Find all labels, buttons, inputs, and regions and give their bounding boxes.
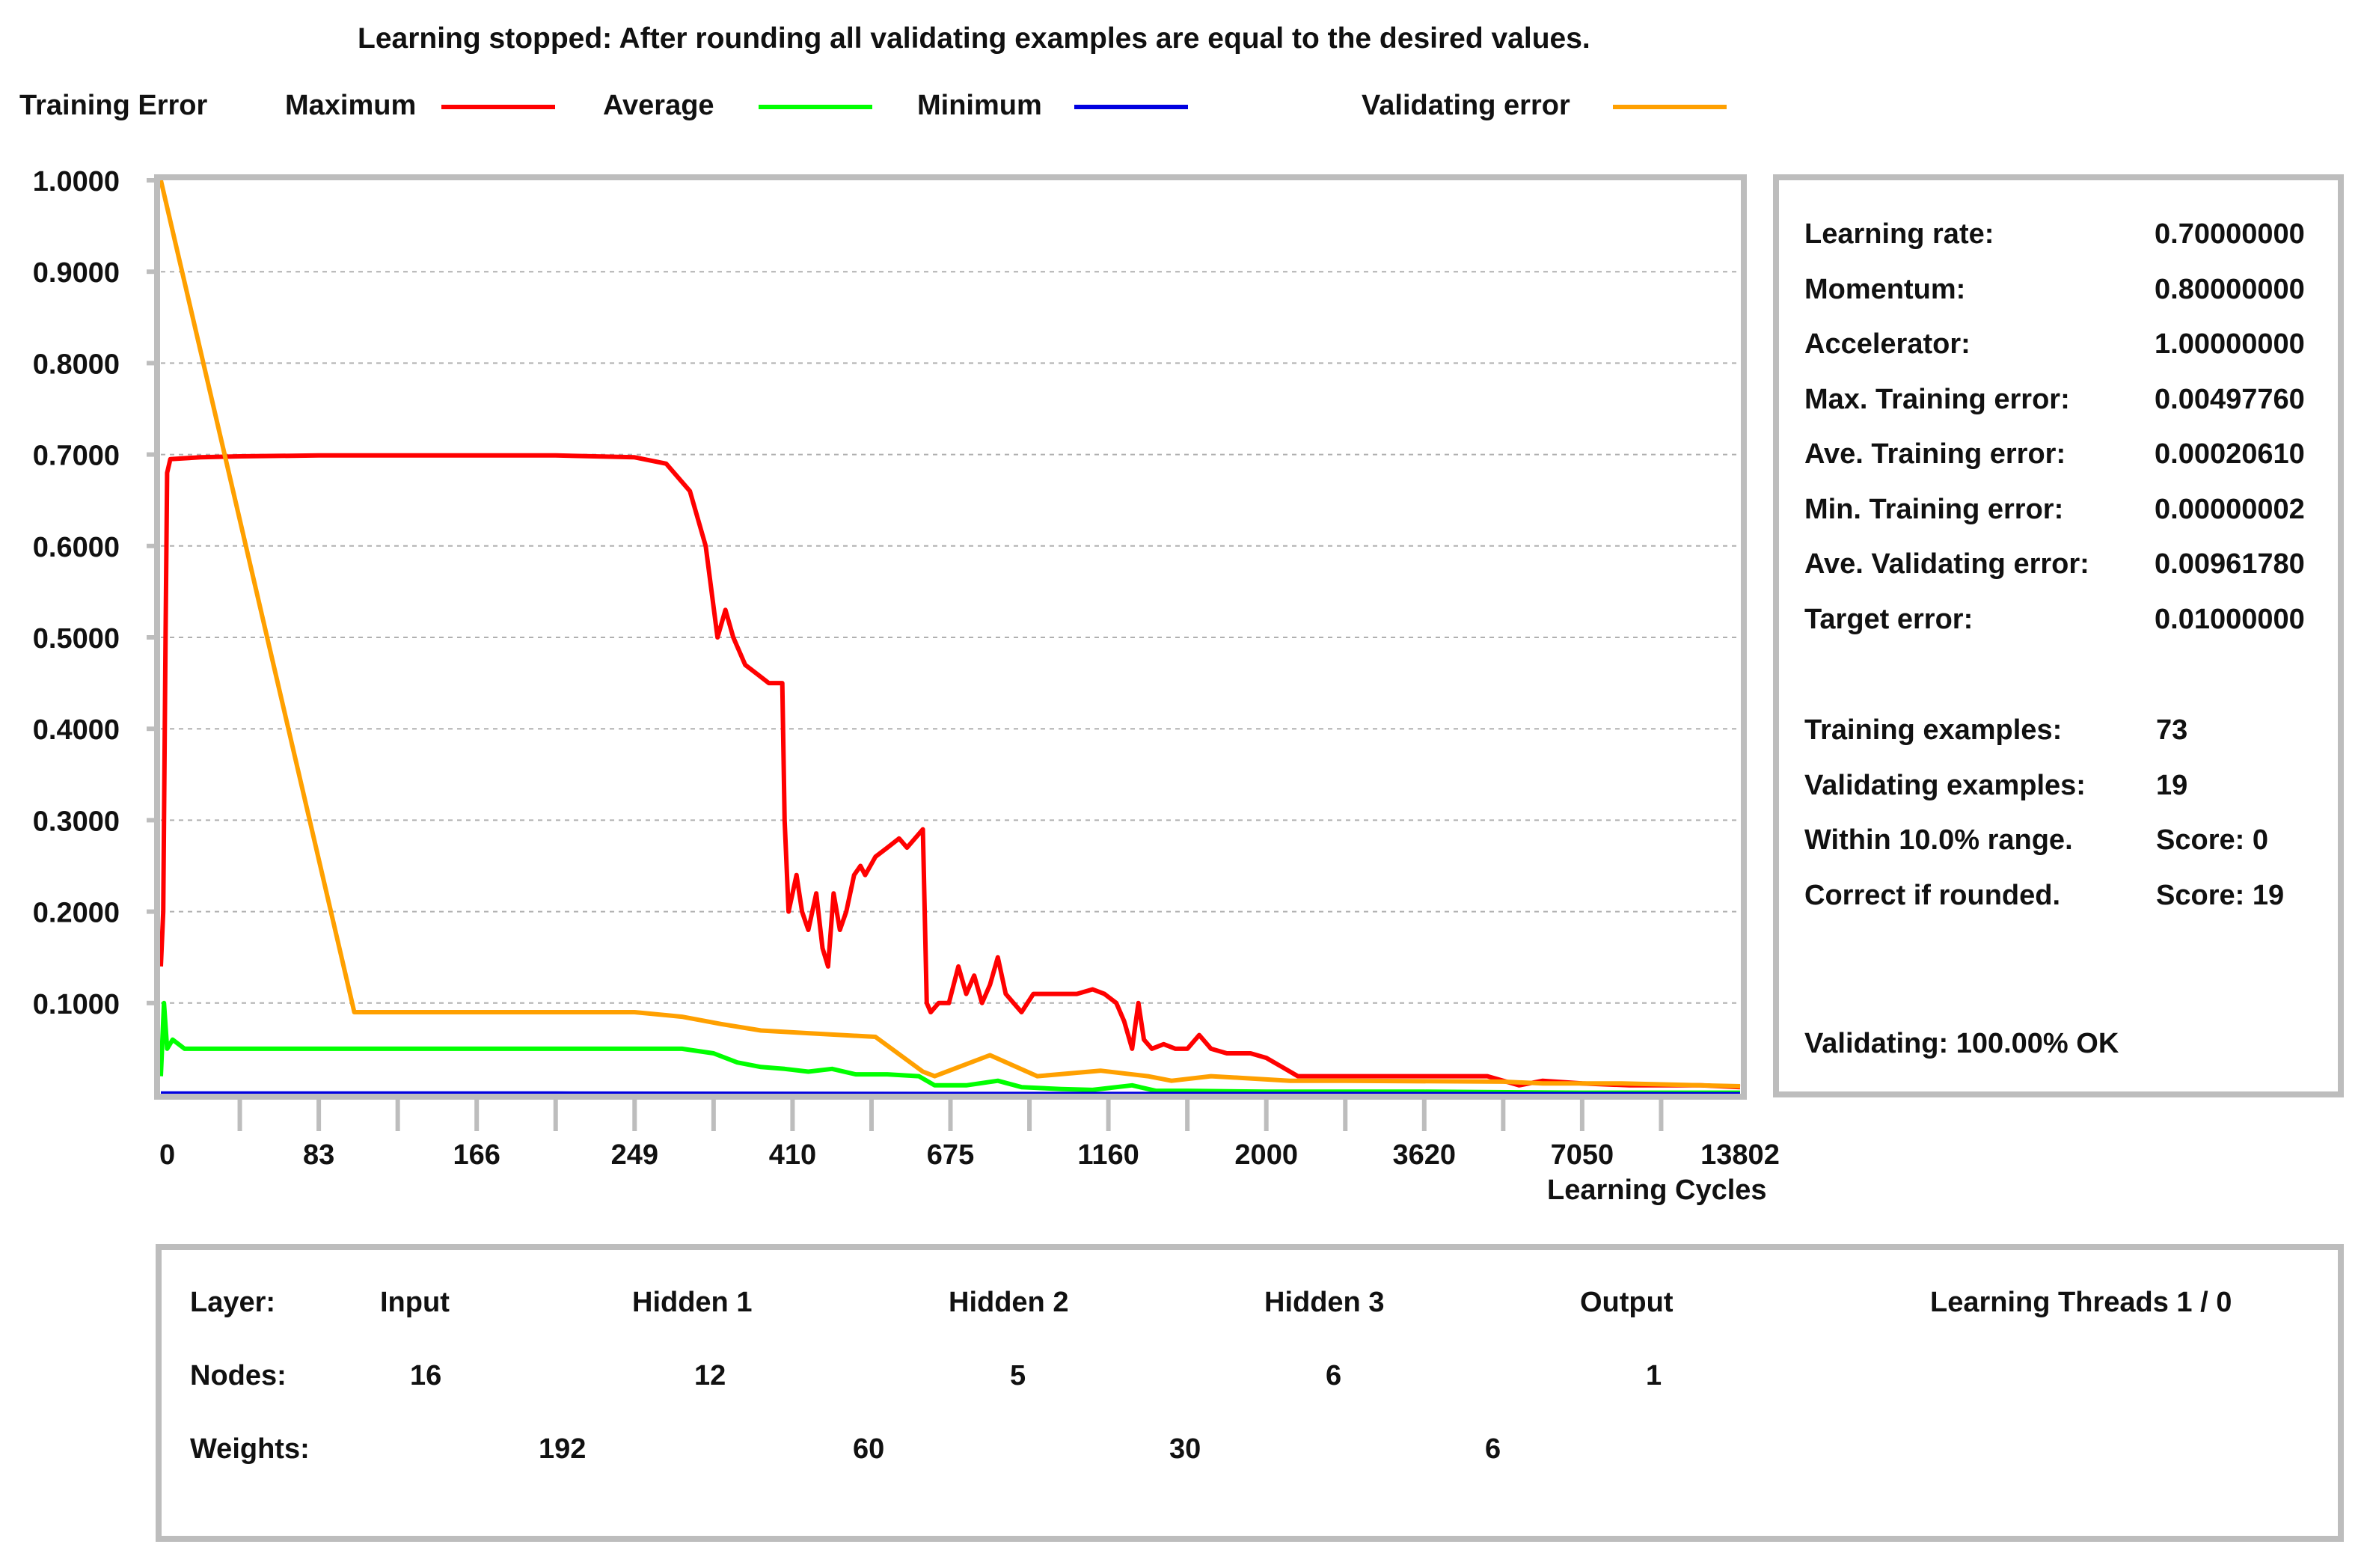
y-tick-label: 0.1000 <box>33 989 120 1020</box>
stat-label: Target error: <box>1804 603 1973 635</box>
stat-label: Max. Training error: <box>1804 383 2070 415</box>
legend-title: Training Error <box>19 90 208 121</box>
stat-value: 0.80000000 <box>2155 273 2305 305</box>
weight-count: 30 <box>1169 1433 1201 1465</box>
stat-value: 0.00961780 <box>2155 548 2305 580</box>
stat-label: Correct if rounded. <box>1804 879 2061 911</box>
legend-minimum-line <box>1074 105 1188 109</box>
stat-label: Min. Training error: <box>1804 493 2064 525</box>
stat-value: 0.70000000 <box>2155 218 2305 250</box>
stat-value: 1.00000000 <box>2155 328 2305 360</box>
stat-label: Ave. Validating error: <box>1804 548 2089 580</box>
stat-value: 19 <box>2156 769 2188 801</box>
layer-label: Layer: <box>190 1287 276 1318</box>
stat-label: Training examples: <box>1804 714 2063 746</box>
x-tick-label: 1160 <box>1077 1139 1139 1171</box>
layer-node-count: 5 <box>1010 1360 1026 1391</box>
y-tick-label: 0.8000 <box>33 349 120 380</box>
y-tick-label: 0.7000 <box>33 441 120 472</box>
legend-minimum-label: Minimum <box>917 90 1042 121</box>
x-tick-label: 0 <box>159 1139 175 1171</box>
validating-status: Validating: 100.00% OK <box>1804 1028 2119 1059</box>
y-tick-label: 0.9000 <box>33 257 120 289</box>
x-tick-label: 7050 <box>1551 1139 1614 1171</box>
training-error-chart: 1.0000 0.9000 0.8000 0.7000 0.6000 0.5000 0.40… <box>33 166 1780 1171</box>
y-tick-label: 0.6000 <box>33 532 120 563</box>
x-axis-label: Learning Cycles <box>1547 1175 1767 1206</box>
stat-value: 0.01000000 <box>2155 603 2305 635</box>
legend-average-line <box>759 105 872 109</box>
stat-value: 0.00020610 <box>2155 438 2305 470</box>
status-message: Learning stopped: After rounding all val… <box>358 22 1590 55</box>
chart-frame <box>154 174 1747 1100</box>
y-tick-label: 0.4000 <box>33 714 120 746</box>
stat-value: Score: 19 <box>2156 879 2285 911</box>
x-tick-label: 3620 <box>1393 1139 1457 1171</box>
layer-name: Hidden 3 <box>1264 1287 1385 1318</box>
layer-name: Output <box>1580 1287 1674 1318</box>
weights-label: Weights: <box>190 1433 310 1465</box>
layer-node-count: 16 <box>410 1360 442 1391</box>
nodes-label: Nodes: <box>190 1360 287 1391</box>
stat-value: 0.00497760 <box>2155 383 2305 415</box>
x-tick-label: 249 <box>611 1139 658 1171</box>
stats-panel <box>1773 174 2344 1097</box>
network-panel <box>156 1244 2344 1542</box>
stat-label: Validating examples: <box>1804 769 2086 801</box>
weight-count: 60 <box>853 1433 885 1465</box>
x-tick-label: 410 <box>769 1139 816 1171</box>
layer-name: Hidden 1 <box>632 1287 753 1318</box>
stat-label: Ave. Training error: <box>1804 438 2066 470</box>
y-tick-label: 1.0000 <box>33 166 120 197</box>
x-tick-label: 2000 <box>1234 1139 1298 1171</box>
stat-value: Score: 0 <box>2156 824 2268 856</box>
series-maximum-line <box>159 453 1741 1090</box>
legend-validating-label: Validating error <box>1362 90 1570 121</box>
stat-label: Learning rate: <box>1804 218 1994 250</box>
legend-maximum-label: Maximum <box>285 90 417 121</box>
x-tick-label: 675 <box>927 1139 974 1171</box>
stat-label: Accelerator: <box>1804 328 1971 360</box>
stat-label: Momentum: <box>1804 273 1966 305</box>
legend-average-label: Average <box>603 90 714 121</box>
weight-count: 6 <box>1485 1433 1501 1465</box>
layer-name: Hidden 2 <box>949 1287 1069 1318</box>
stat-value: 73 <box>2156 714 2188 746</box>
y-tick-label: 0.5000 <box>33 623 120 655</box>
weight-count: 192 <box>539 1433 587 1465</box>
x-tick-label: 166 <box>453 1139 500 1171</box>
legend-validating-line <box>1613 105 1727 109</box>
layer-node-count: 1 <box>1646 1360 1662 1391</box>
series-average-line <box>159 1000 1740 1095</box>
stat-value: 0.00000002 <box>2155 493 2305 525</box>
legend-maximum-line <box>441 105 555 109</box>
layer-node-count: 12 <box>694 1360 726 1391</box>
layer-node-count: 6 <box>1326 1360 1342 1391</box>
x-tick-label: 13802 <box>1700 1139 1780 1171</box>
stat-label: Within 10.0% range. <box>1804 824 2073 856</box>
layer-name: Input <box>380 1287 450 1318</box>
y-tick-label: 0.2000 <box>33 898 120 929</box>
x-tick-label: 83 <box>303 1139 334 1171</box>
series-validating-error-line <box>159 180 1741 1088</box>
y-tick-label: 0.3000 <box>33 806 120 837</box>
learning-threads: Learning Threads 1 / 0 <box>1930 1287 2232 1318</box>
